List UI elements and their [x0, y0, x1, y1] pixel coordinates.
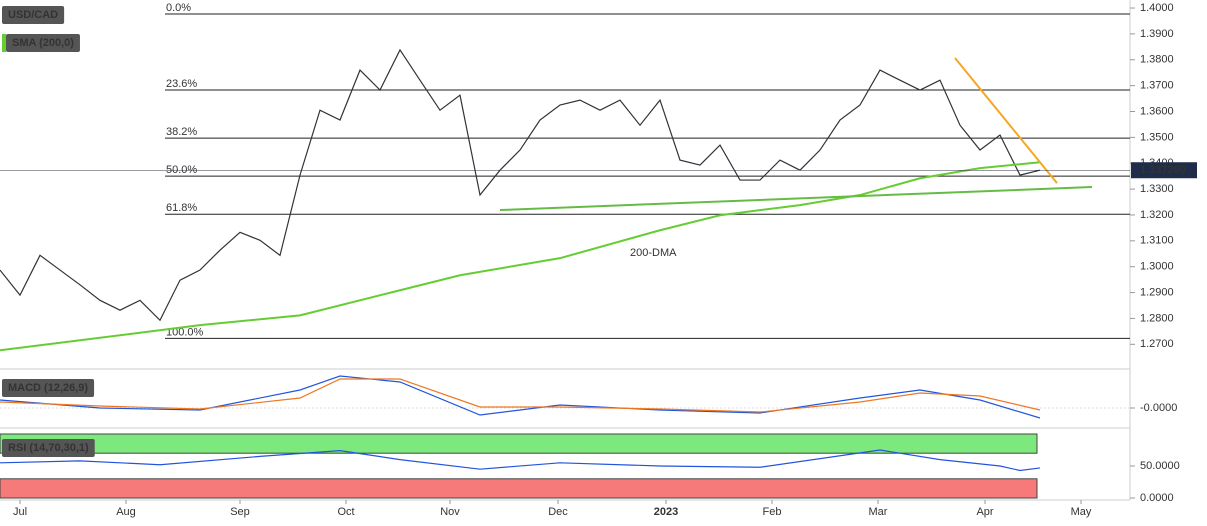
fib-label: 38.2% — [166, 126, 197, 138]
x-tick-label: Dec — [548, 506, 568, 518]
y-tick-label: 1.3800 — [1140, 54, 1174, 66]
y-tick-label: 50.0000 — [1140, 460, 1180, 472]
y-tick-label: 1.3700 — [1140, 80, 1174, 92]
x-tick-label: May — [1071, 506, 1092, 518]
x-tick-label: Nov — [440, 506, 460, 518]
y-tick-label: 1.2700 — [1140, 338, 1174, 350]
y-tick-label: 1.3900 — [1140, 28, 1174, 40]
x-tick-label: Aug — [116, 506, 136, 518]
y-tick-label: 0.0000 — [1140, 492, 1174, 504]
trendline — [499, 186, 1093, 212]
series-line — [0, 48, 1041, 322]
x-tick-label: Mar — [869, 506, 888, 518]
y-tick-label: -0.0000 — [1140, 402, 1177, 414]
x-tick-label: Sep — [230, 506, 250, 518]
panel-title: USD/CAD — [8, 9, 58, 21]
y-tick-label: 1.4000 — [1140, 2, 1174, 14]
x-tick-label: 2023 — [654, 506, 678, 518]
series-line — [0, 161, 1041, 352]
x-tick-label: Feb — [763, 506, 782, 518]
fib-label: 61.8% — [166, 202, 197, 214]
panel-title: SMA (200,0) — [12, 37, 74, 49]
y-tick-label: 1.2900 — [1140, 286, 1174, 298]
fib-label: 100.0% — [166, 326, 204, 338]
y-tick-label: 1.3500 — [1140, 131, 1174, 143]
panel-title: MACD (12,26,9) — [8, 382, 88, 394]
y-tick-label: 1.3100 — [1140, 235, 1174, 247]
fib-label: 0.0% — [166, 2, 191, 14]
y-tick-label: 1.3600 — [1140, 105, 1174, 117]
x-tick-label: Apr — [976, 506, 993, 518]
label-box — [2, 6, 65, 24]
label-box — [6, 34, 80, 52]
y-tick-label: 1.3000 — [1140, 261, 1174, 273]
y-tick-label: 1.3200 — [1140, 209, 1174, 221]
legend-swatch — [2, 34, 6, 52]
trendline — [954, 57, 1058, 184]
y-tick-label: 1.3300 — [1140, 183, 1174, 195]
rsi-band — [0, 433, 1038, 454]
x-tick-label: Jul — [13, 506, 27, 518]
price-tag-label: 1.337290 — [1140, 164, 1186, 176]
panel-title: RSI (14,70,30,1) — [8, 442, 89, 454]
label-box — [2, 379, 95, 397]
y-tick-label: 1.2800 — [1140, 312, 1174, 324]
x-tick-label: Oct — [337, 506, 354, 518]
annotation: 200-DMA — [630, 247, 677, 259]
series-line — [0, 378, 1041, 413]
fib-label: 23.6% — [166, 78, 197, 90]
price-tag — [1131, 162, 1197, 179]
series-line — [0, 449, 1041, 472]
label-box — [2, 439, 95, 457]
rsi-band — [0, 478, 1038, 499]
